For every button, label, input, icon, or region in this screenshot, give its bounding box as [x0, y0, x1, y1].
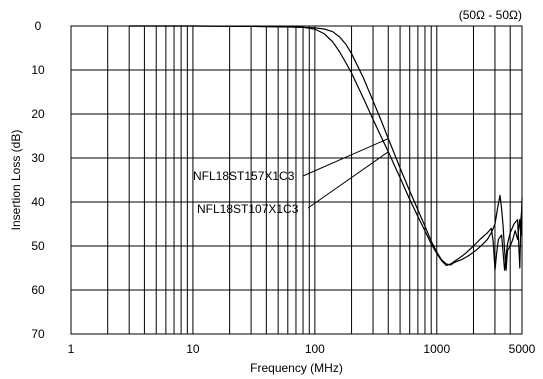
y-tick-label: 20 [31, 107, 45, 121]
grid-lines [71, 26, 522, 334]
leader-line-nfl18st157x1c3 [302, 138, 389, 177]
y-tick-label: 10 [31, 63, 45, 77]
y-tick-label: 30 [31, 151, 45, 165]
series-line-nfl18st157x1c3 [129, 25, 523, 271]
series-label-nfl18st107x1c3: NFL18ST107X1C3 [197, 202, 299, 216]
series-layer [129, 25, 523, 271]
x-tick-label: 10 [186, 342, 200, 356]
y-tick-label: 40 [31, 195, 45, 209]
series-label-nfl18st157x1c3: NFL18ST157X1C3 [193, 169, 295, 183]
y-axis-label: Insertion Loss (dB) [9, 130, 23, 231]
x-tick-label: 1000 [423, 342, 450, 356]
x-axis-label: Frequency (MHz) [250, 361, 343, 375]
x-tick-labels: 1 10 100 1000 5000 [68, 342, 536, 356]
y-tick-labels: 0 10 20 30 40 50 60 70 [31, 19, 45, 341]
x-tick-label: 1 [68, 342, 75, 356]
x-tick-label: 100 [305, 342, 325, 356]
x-tick-label: 5000 [509, 342, 536, 356]
plot-frame [70, 25, 523, 335]
series-line-nfl18st107x1c3 [129, 25, 523, 271]
impedance-annotation: (50Ω - 50Ω) [459, 8, 522, 22]
leader-lines [302, 138, 389, 209]
y-tick-label: 0 [35, 19, 42, 33]
y-tick-label: 70 [31, 327, 45, 341]
y-tick-label: 60 [31, 283, 45, 297]
leader-line-nfl18st107x1c3 [307, 151, 389, 209]
y-tick-label: 50 [31, 239, 45, 253]
